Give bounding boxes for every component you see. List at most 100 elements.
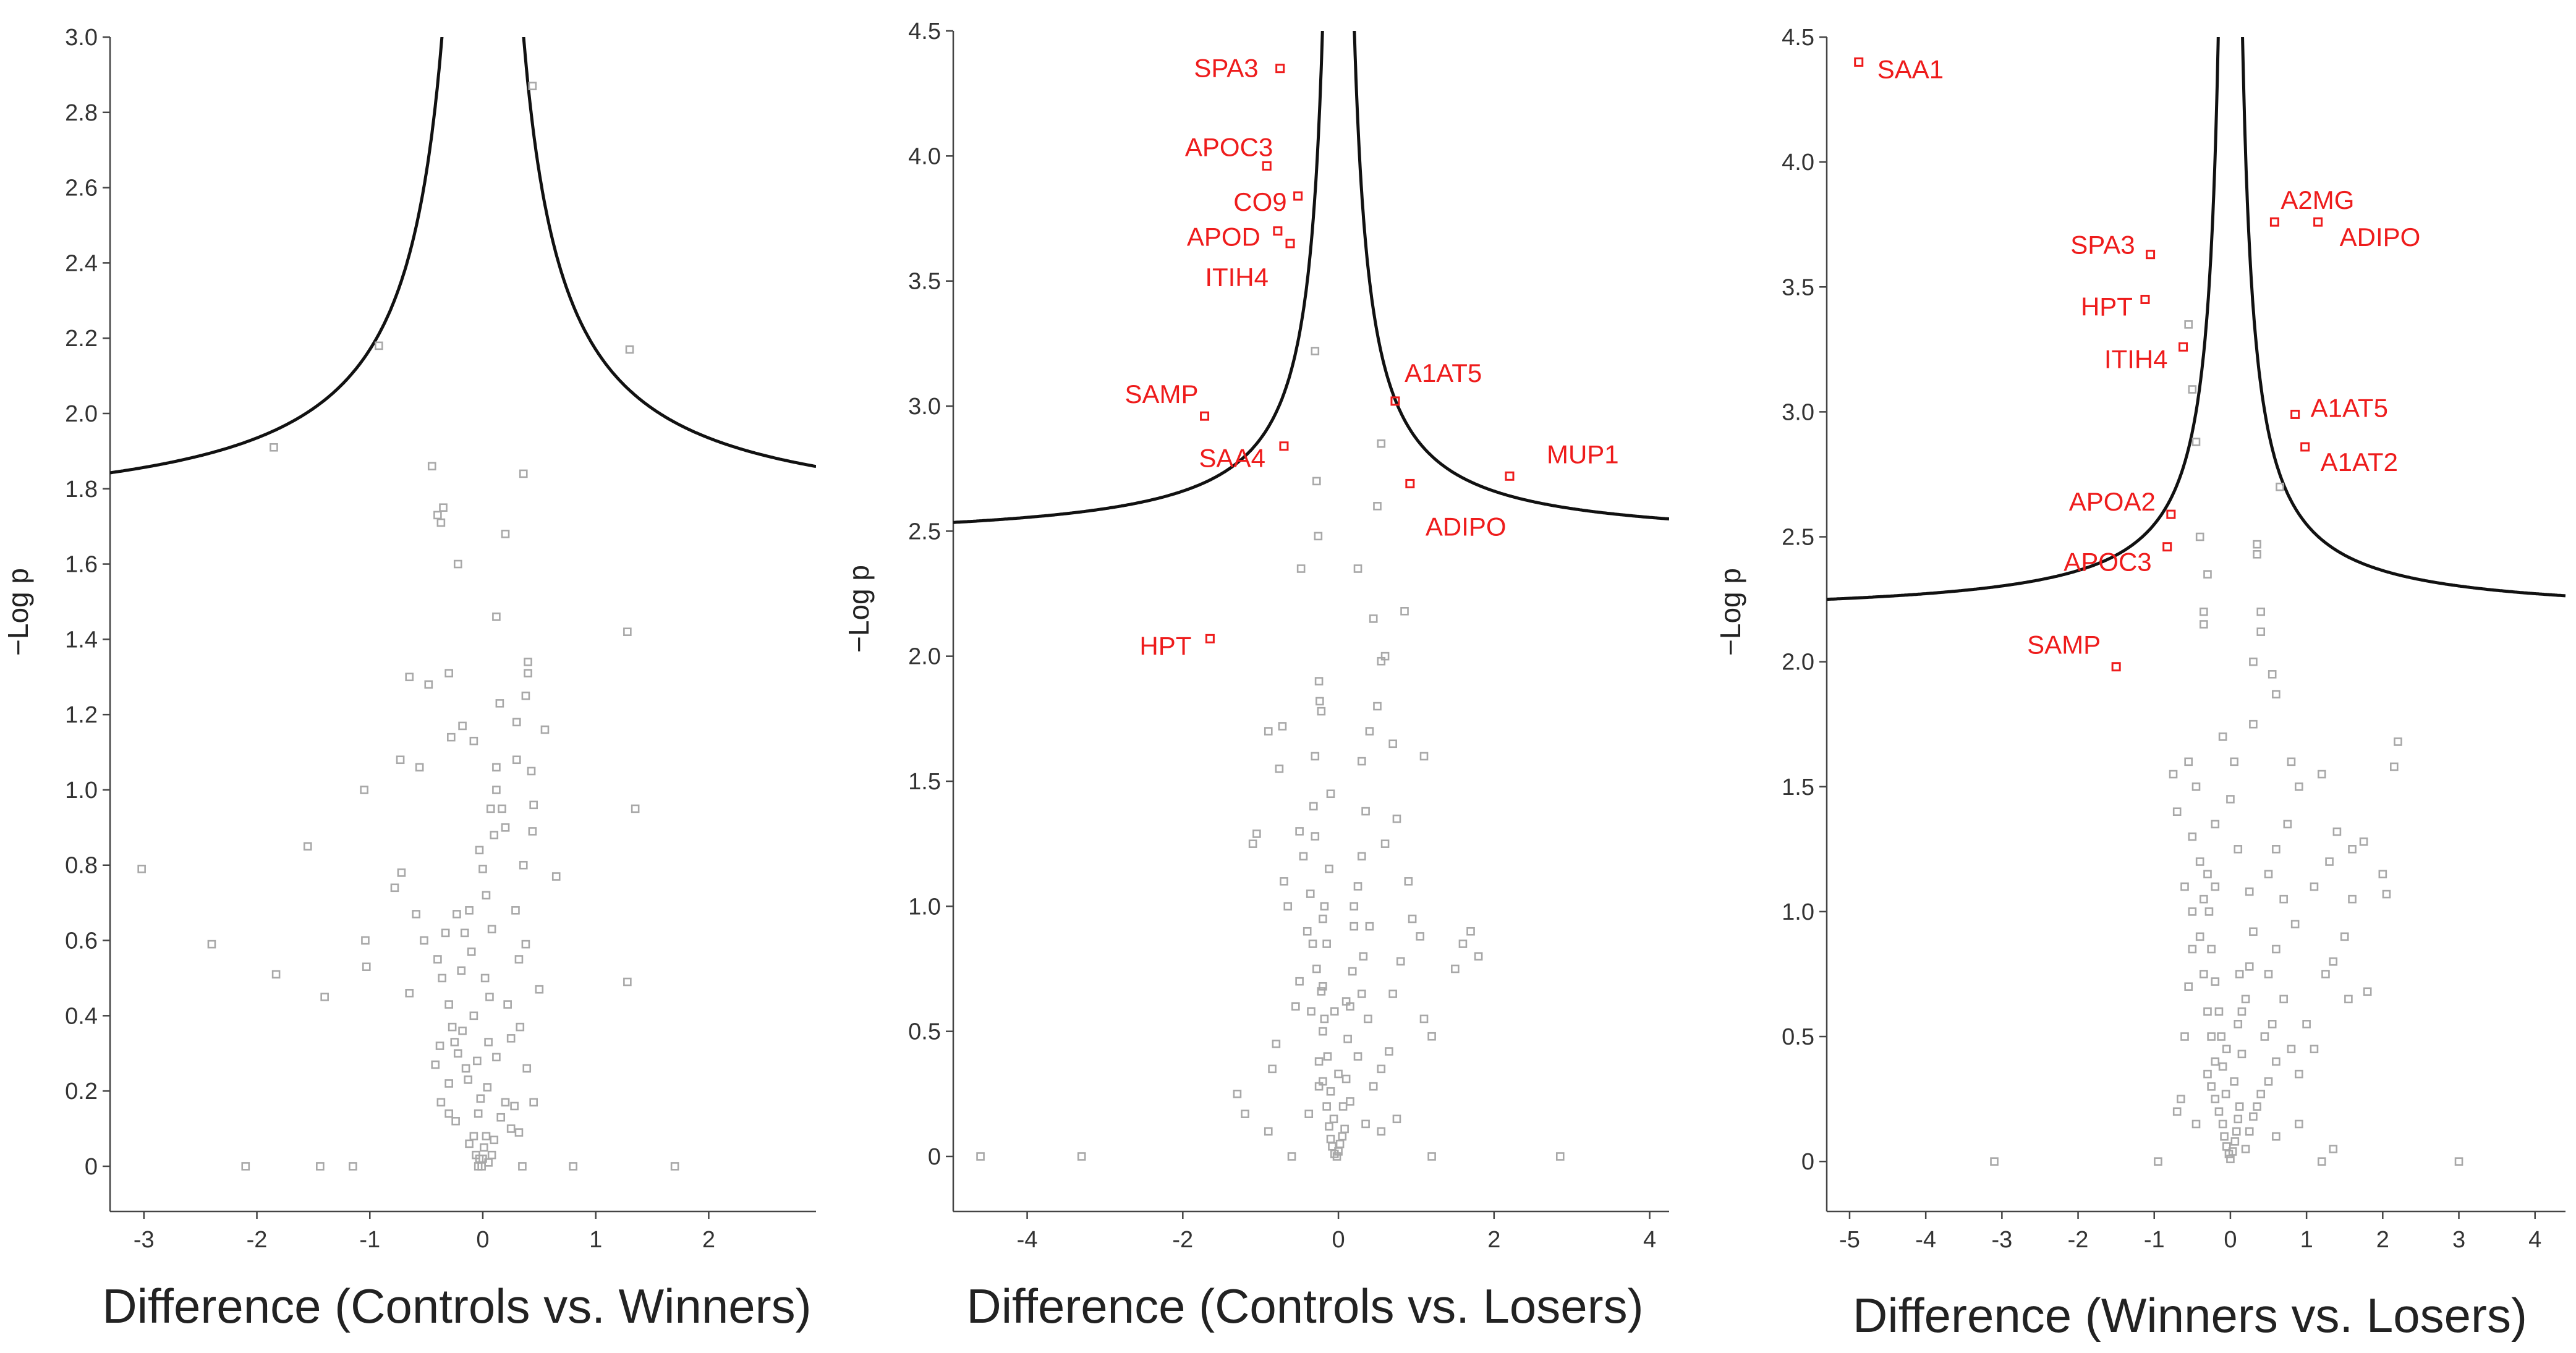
data-point: [447, 732, 456, 742]
x-tick-label: -4: [1017, 1227, 1038, 1253]
data-point: [495, 699, 504, 708]
data-point: [1326, 1134, 1335, 1143]
significant-point: [2162, 542, 2172, 552]
data-point: [405, 672, 414, 682]
point-annotation: APOC3: [2064, 548, 2151, 577]
data-point: [2256, 607, 2266, 616]
data-point: [469, 1132, 478, 1141]
data-point: [469, 736, 478, 745]
data-point: [1388, 739, 1397, 749]
data-point: [506, 1124, 516, 1133]
significant-point: [1390, 396, 1400, 406]
data-point: [1369, 614, 1378, 623]
data-point: [1361, 1119, 1370, 1129]
data-point: [1388, 990, 1397, 998]
data-point: [492, 1053, 501, 1062]
data-point: [2253, 1102, 2261, 1111]
data-point: [444, 1109, 453, 1118]
data-point: [2207, 1082, 2216, 1091]
data-point: [2234, 1114, 2243, 1124]
data-point: [2264, 1077, 2273, 1086]
data-point: [2268, 670, 2277, 679]
data-point: [427, 462, 436, 471]
data-point: [2184, 320, 2193, 329]
y-tick-label: 0.2: [65, 1079, 98, 1105]
data-point: [1314, 677, 1324, 685]
data-point: [487, 925, 496, 934]
data-point: [522, 1064, 532, 1073]
data-point: [2249, 657, 2258, 666]
point-annotation: A1AT5: [2311, 393, 2388, 422]
data-point: [519, 860, 528, 870]
data-point: [303, 842, 312, 851]
data-point: [1077, 1152, 1086, 1161]
data-point: [1365, 727, 1374, 736]
data-point: [1369, 1082, 1378, 1091]
data-point: [2169, 770, 2178, 779]
data-point: [444, 669, 453, 677]
data-point: [2228, 1147, 2237, 1156]
data-point: [1311, 752, 1320, 761]
data-point: [1419, 752, 1429, 761]
data-point: [1278, 722, 1287, 731]
data-point: [1326, 789, 1335, 799]
data-point: [2217, 1032, 2225, 1041]
data-point: [2241, 995, 2250, 1004]
y-tick-label: 3.5: [1782, 274, 1814, 300]
data-point: [535, 985, 544, 994]
data-point: [1358, 757, 1366, 766]
data-point: [2230, 1077, 2238, 1086]
data-point: [1555, 1152, 1565, 1161]
data-point: [2207, 1032, 2216, 1041]
data-point: [2295, 1119, 2303, 1129]
data-point: [1427, 1032, 1436, 1041]
data-point: [512, 718, 521, 727]
data-point: [1311, 832, 1320, 841]
y-tick-label: 2.6: [65, 176, 98, 201]
data-point: [2359, 837, 2368, 846]
data-point: [2295, 1069, 2303, 1079]
x-tick-label: 2: [702, 1227, 715, 1253]
data-point: [396, 755, 405, 765]
data-point: [2203, 570, 2212, 579]
x-tick-label: -1: [359, 1227, 380, 1253]
data-point: [2279, 995, 2288, 1004]
point-annotation: ADIPO: [1426, 512, 1507, 541]
y-tick-label: 4.0: [908, 143, 941, 169]
data-point: [457, 966, 466, 975]
point-annotation: ITIH4: [1205, 263, 1269, 292]
data-point: [349, 1162, 357, 1171]
data-point: [2256, 627, 2266, 636]
data-point: [1341, 997, 1351, 1006]
x-tick-label: 0: [2224, 1227, 2237, 1253]
y-tick-label: 2.8: [65, 100, 98, 126]
data-point: [2203, 870, 2212, 879]
data-point: [2180, 882, 2189, 891]
point-annotation: SAA4: [1199, 444, 1265, 473]
significance-threshold-curve-right: [1353, 31, 1669, 521]
y-tick-label: 2.4: [65, 250, 98, 276]
data-point: [2207, 944, 2216, 954]
data-point: [2177, 1095, 2185, 1103]
y-tick-label: 2.0: [65, 401, 98, 427]
data-point: [2230, 757, 2238, 766]
data-point: [2264, 970, 2273, 978]
y-tick-label: 1.5: [1782, 774, 1814, 800]
x-tick-label: 4: [1643, 1227, 1656, 1253]
data-point: [2221, 1090, 2230, 1098]
data-point: [439, 503, 448, 512]
data-point: [1323, 1052, 1332, 1061]
y-tick-label: 1.2: [65, 702, 98, 728]
data-point: [458, 1026, 467, 1035]
data-point: [2211, 882, 2220, 891]
data-point: [2332, 827, 2342, 836]
data-point: [486, 804, 495, 813]
data-point: [1350, 922, 1359, 931]
data-point: [441, 928, 450, 938]
point-annotation: SPA3: [2070, 231, 2135, 260]
y-tick-label: 0.8: [65, 853, 98, 879]
data-point: [1308, 939, 1317, 948]
data-point: [474, 1162, 483, 1171]
data-point: [1317, 987, 1326, 996]
point-annotation: APOD: [1187, 223, 1260, 252]
